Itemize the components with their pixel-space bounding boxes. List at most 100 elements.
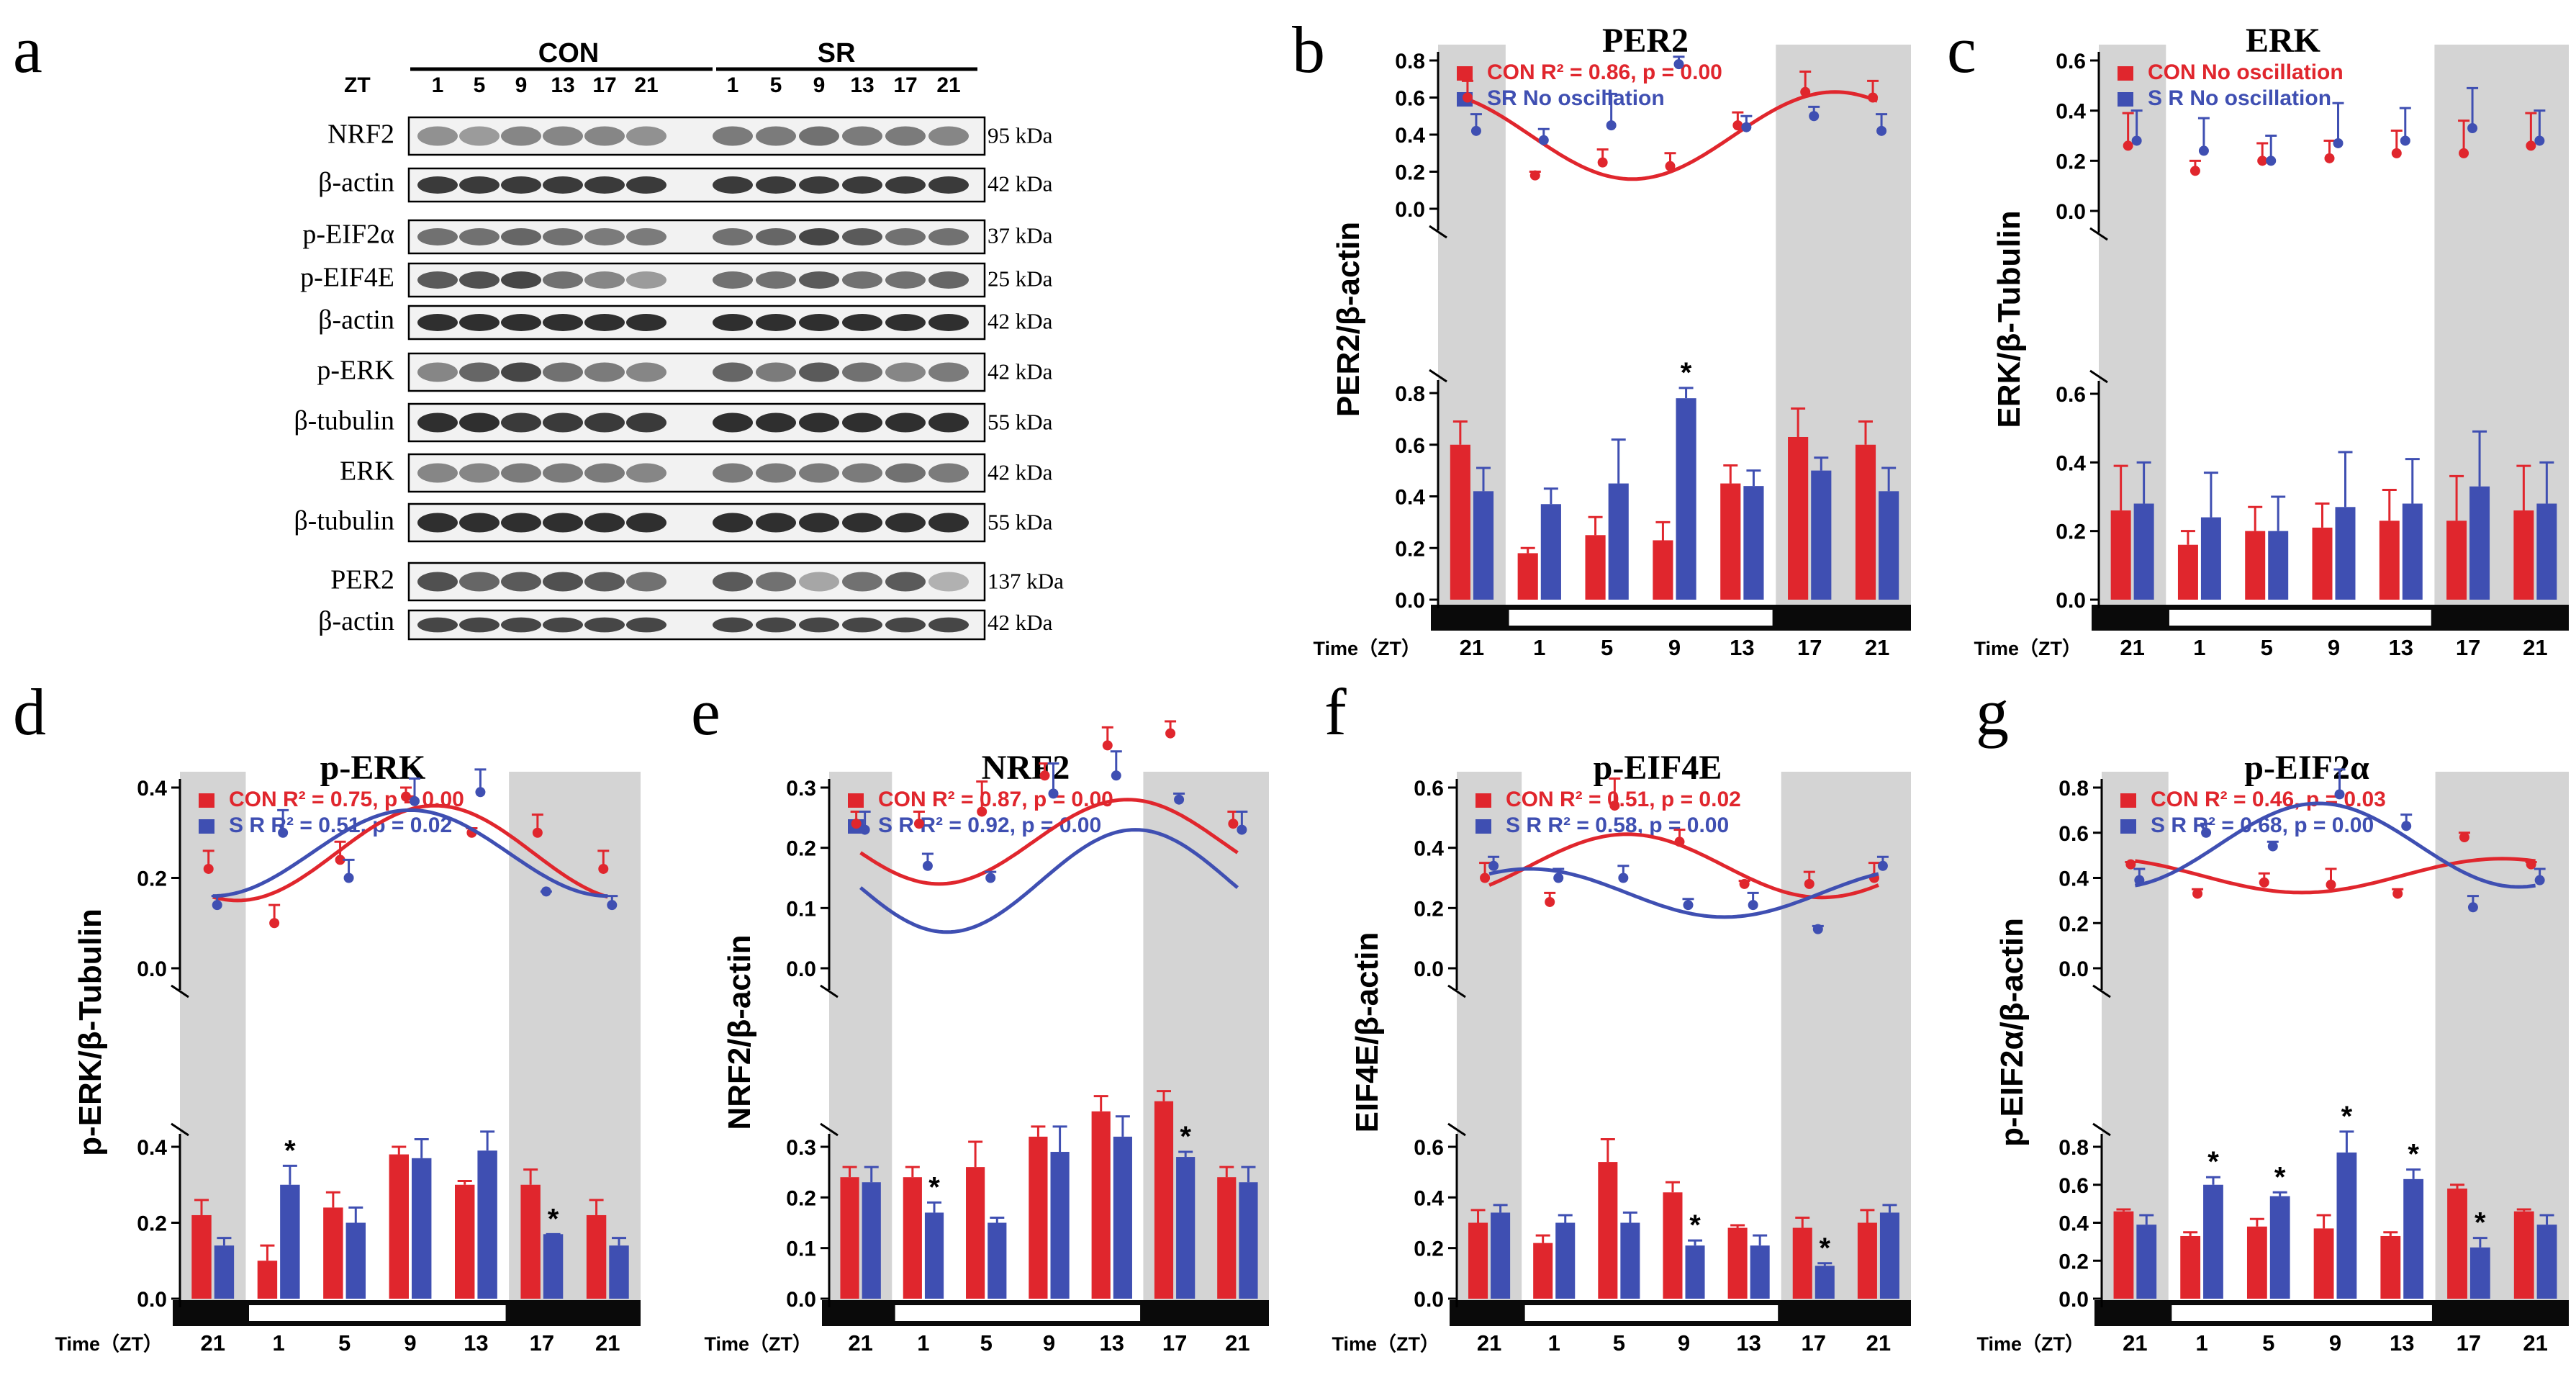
bar-con (1468, 1222, 1488, 1299)
y-tick-label: 0.4 (1414, 1186, 1444, 1210)
axis-break (171, 1122, 189, 1137)
blot-band (501, 362, 541, 382)
x-tick-label: 1 (1548, 1330, 1560, 1356)
fit-curve-sr (212, 808, 608, 898)
y-tick-label: 0.2 (1414, 897, 1444, 921)
blot-band (584, 176, 625, 194)
x-tick-label: 1 (917, 1330, 929, 1356)
chart-title: NRF2 (982, 749, 1070, 787)
blot-band (756, 176, 796, 194)
bar-sr (2136, 1225, 2157, 1299)
lane-label: 1 (432, 73, 444, 97)
blot-band (459, 463, 500, 483)
blot-band (459, 362, 500, 382)
blot-band (501, 572, 541, 592)
bar-sr (1750, 1245, 1770, 1299)
bar-sr (1815, 1266, 1835, 1299)
blot-band (799, 463, 839, 483)
y-tick-label: 0.2 (2058, 912, 2089, 936)
legend-swatch-sr (2120, 819, 2136, 834)
blot-band (713, 228, 753, 245)
y-tick-label: 0.6 (2056, 383, 2086, 407)
blot-band (885, 463, 926, 483)
blot-row-label: β-tubulin (294, 505, 394, 536)
blot-band (928, 314, 969, 331)
blot-band (501, 126, 541, 146)
bar-sr (2536, 503, 2557, 600)
bar-con (2380, 1235, 2401, 1299)
x-tick-label: 21 (2123, 1330, 2147, 1356)
blot-kda-label: 42 kDa (988, 359, 1053, 384)
x-tick-label: 21 (1225, 1330, 1249, 1356)
y-tick-label: 0.4 (1414, 837, 1444, 861)
bar-con (2110, 510, 2131, 600)
bar-con (903, 1177, 922, 1299)
blot-band (713, 513, 753, 533)
blot-band (713, 176, 753, 194)
chart-panel-e: 0.0 0.0 0.1 0.1 0.2 0.2 0.3 0.3 NRF2/β-actin Time… (691, 675, 1269, 1356)
blot-band (459, 412, 500, 433)
legend-swatch-con (1457, 66, 1473, 81)
blot-band (543, 271, 583, 289)
legend-text-sr: S R No oscillation (2148, 86, 2331, 110)
bar-sr (345, 1222, 366, 1299)
significance-star: * (2274, 1161, 2286, 1193)
x-tick-label: 21 (1865, 635, 1889, 660)
fit-curve-sr (2134, 801, 2536, 889)
bar-con (966, 1167, 985, 1299)
y-tick-label: 0.0 (137, 957, 167, 981)
y-tick-label: 0.2 (786, 837, 816, 861)
bar-sr (609, 1245, 629, 1299)
blot-band (459, 617, 500, 633)
dark-phase-shade (2102, 772, 2169, 1307)
bar-sr (924, 1212, 944, 1299)
blot-band (928, 271, 969, 289)
blot-band (626, 513, 666, 533)
lane-label: 21 (936, 73, 960, 97)
y-axis-label: p-ERK/β-Tubulin (73, 909, 108, 1156)
bar-sr (988, 1222, 1007, 1299)
blot-band (928, 228, 969, 245)
bar-sr (1555, 1222, 1576, 1299)
bar-con (1585, 535, 1606, 600)
y-tick-label: 0.3 (786, 777, 816, 801)
chart-panel-c: 0.0 0.0 0.2 0.2 0.4 0.4 0.6 0.6 ERK/β-Tubulin Tim… (1947, 13, 2569, 660)
blot-band (417, 271, 458, 289)
bar-sr (1239, 1182, 1258, 1299)
bar-con (323, 1207, 343, 1299)
blot-band (799, 513, 839, 533)
legend-swatch-sr (2118, 92, 2133, 107)
legend-swatch-con (2118, 66, 2133, 81)
chart-title: p-ERK (320, 749, 426, 787)
blot-band (756, 463, 796, 483)
lane-label: 21 (634, 73, 658, 97)
blot-band (584, 513, 625, 533)
blot-row-label: ERK (340, 456, 395, 486)
dark-phase-shade (1438, 45, 1506, 608)
blot-band (459, 126, 500, 146)
blot-row: β-actin 42 kDa (318, 305, 1053, 341)
blot-band (417, 572, 458, 592)
blot-band (756, 513, 796, 533)
y-tick-label: 0.2 (2056, 150, 2086, 173)
blot-band (799, 412, 839, 433)
blot-row-label: β-tubulin (294, 405, 394, 436)
x-tick-label: 21 (2523, 635, 2547, 660)
blot-band (626, 412, 666, 433)
blot-band (417, 463, 458, 483)
dark-phase-shade (829, 772, 892, 1307)
blot-band (584, 362, 625, 382)
light-phase-bar (2169, 610, 2431, 626)
y-tick-label: 0.2 (1414, 1238, 1444, 1261)
x-tick-label: 5 (2261, 635, 2273, 660)
y-tick-label: 0.0 (1395, 198, 1425, 222)
axis-break (1429, 225, 1447, 239)
blot-band (799, 617, 839, 633)
y-tick-label: 0.2 (2058, 1250, 2089, 1273)
significance-star: * (1820, 1232, 1831, 1264)
bar-sr (1676, 398, 1696, 600)
y-tick-label: 0.6 (1414, 1136, 1444, 1160)
chart-title: p-EIF4E (1594, 749, 1722, 787)
bar-con (1154, 1101, 1174, 1299)
